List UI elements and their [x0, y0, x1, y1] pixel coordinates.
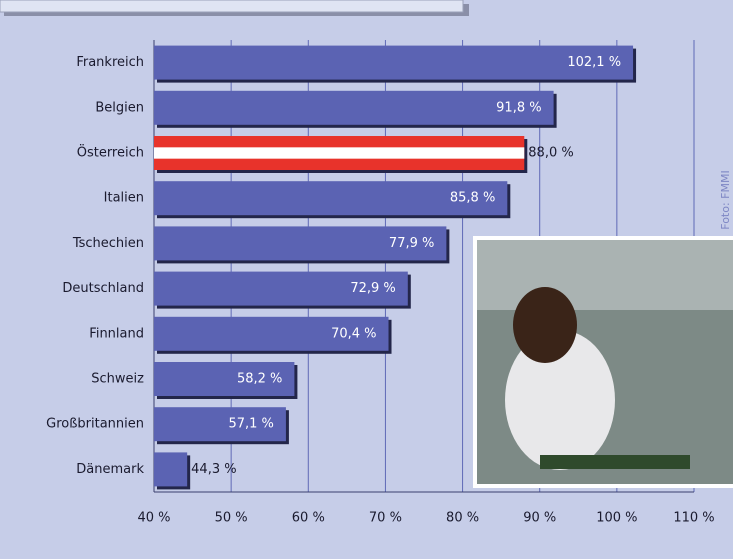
bar [154, 181, 508, 216]
x-tick-label: 90 % [523, 511, 556, 526]
bar [154, 407, 286, 442]
bar [154, 362, 295, 396]
bar [154, 452, 188, 487]
value-label: 102,1 % [567, 55, 621, 70]
value-label: 44,3 % [191, 462, 236, 477]
y-tick-label: Schweiz [91, 372, 144, 387]
bar [154, 316, 389, 351]
bar [154, 45, 634, 80]
y-tick-label: Belgien [95, 100, 144, 115]
bar [154, 271, 408, 306]
x-tick-label: 60 % [292, 511, 325, 526]
value-label: 58,2 % [237, 372, 282, 387]
y-tick-label: Deutschland [62, 281, 144, 296]
x-tick-label: 50 % [215, 511, 248, 526]
y-tick-label: Dänemark [76, 462, 144, 477]
value-label: 91,8 % [496, 100, 541, 115]
x-tick-label: 110 % [673, 511, 714, 526]
photo-board [540, 455, 690, 469]
y-tick-label: Italien [104, 191, 144, 206]
photo-figure [505, 330, 615, 470]
photo-background [477, 240, 733, 310]
value-label: 72,9 % [350, 281, 395, 296]
bars: 102,1 % 91,8 % 88,0 % 85,8 % 77,9 % 72,9 % 70,… [154, 45, 637, 490]
y-tick-label: Österreich [77, 144, 144, 161]
header-box [0, 0, 464, 13]
y-tick-label: Tschechien [72, 236, 144, 251]
photo [473, 236, 733, 488]
value-label: 57,1 % [228, 417, 273, 432]
bar [154, 90, 554, 125]
y-tick-label: Frankreich [76, 55, 144, 70]
value-label: 70,4 % [331, 326, 376, 341]
bar [154, 226, 447, 261]
value-label: 85,8 % [450, 191, 495, 206]
x-tick-label: 40 % [137, 511, 170, 526]
photo-credit: Foto: FMMI [719, 170, 732, 229]
x-tick-label: 70 % [369, 511, 402, 526]
value-label: 77,9 % [389, 236, 434, 251]
bar-stripe [154, 147, 525, 159]
x-tick-label: 100 % [596, 511, 637, 526]
y-tick-label: Großbritannien [46, 417, 144, 432]
value-label: 88,0 % [528, 146, 573, 161]
photo-hair [513, 287, 577, 363]
x-tick-label: 80 % [446, 511, 479, 526]
y-tick-label: Finnland [89, 326, 144, 341]
